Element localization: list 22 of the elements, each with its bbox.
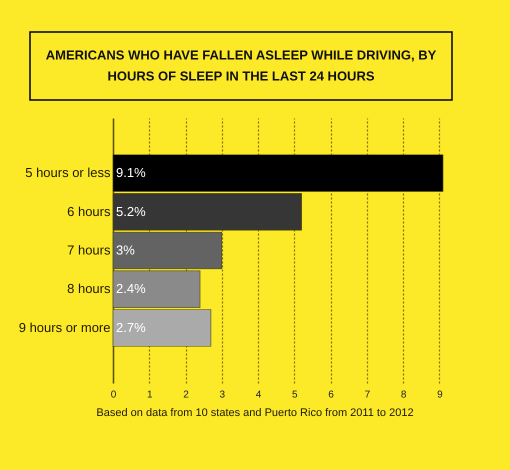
y-tick-label: 8 hours	[67, 281, 111, 296]
text: Based on data from 10 states and Puerto Rico from 2011 to 2012	[96, 407, 414, 419]
x-tick-label: 7	[364, 390, 371, 400]
x-tick-label: 9	[437, 390, 444, 400]
chart-title: AMERICANS WHO HAVE FALLEN ASLEEP WHILE DRIVING, BY HOURS OF SLEEP IN THE LAST 24 HOURS	[46, 48, 437, 84]
data-label: 2.7%	[116, 320, 146, 335]
data-label: 5.2%	[116, 204, 146, 219]
x-tick-label: 3	[220, 390, 226, 400]
x-tick-label: 8	[400, 390, 407, 400]
y-tick-label: 9 hours or more	[18, 320, 110, 335]
x-tick-label: 6	[328, 390, 334, 400]
data-label: 3%	[116, 242, 136, 258]
x-tick-label: 1	[146, 390, 153, 400]
x-tick-label: 4	[256, 390, 262, 400]
x-tick-label: 0	[110, 390, 117, 400]
y-tick-label: 6 hours	[67, 204, 111, 219]
data-label: 2.4%	[116, 281, 146, 296]
y-tick-label: 5 hours or less	[25, 165, 111, 180]
data-label: 9.1%	[116, 165, 146, 180]
y-tick-label: 7 hours	[67, 242, 111, 258]
x-tick-label: 5	[292, 390, 298, 400]
x-tick-label: 2	[183, 390, 190, 400]
